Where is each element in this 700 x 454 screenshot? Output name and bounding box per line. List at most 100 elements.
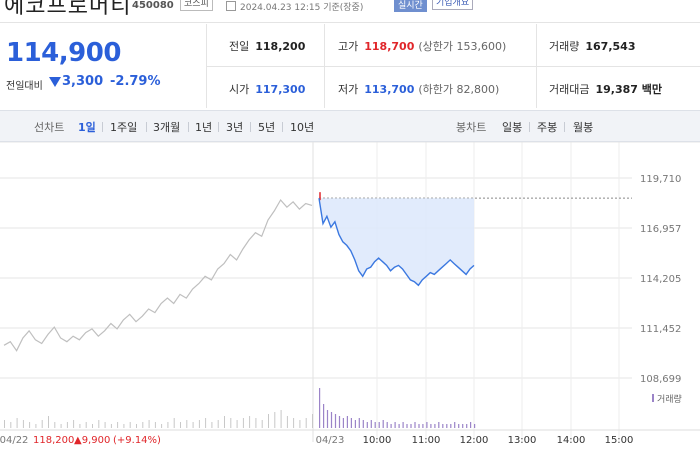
volume-bar-04-23: [422, 424, 424, 428]
calendar-icon: [226, 1, 236, 11]
tab-separator: [146, 122, 147, 132]
volume-bar-04-23: [442, 424, 444, 428]
volume-bar-04-23: [354, 420, 356, 428]
tab-separator: [188, 122, 189, 132]
volume-bar-04-23: [350, 418, 352, 428]
volume-bar-04-22: [154, 422, 156, 428]
volume-bar-04-23: [394, 422, 396, 428]
stat-label: 거래량: [549, 40, 580, 53]
stat-value: 117,300: [255, 83, 306, 96]
price-change: 3,300: [62, 74, 104, 89]
series-line-04-22: [3, 198, 313, 352]
tab-period-3y[interactable]: 3년: [226, 121, 244, 134]
stat-amount: 거래대금 19,387 백만: [549, 81, 662, 97]
volume-bar-04-22: [148, 420, 150, 428]
volume-bar-04-22: [35, 424, 37, 428]
realtime-button[interactable]: 실시간: [394, 0, 427, 12]
volume-bar-04-23: [458, 424, 460, 428]
stat-label: 시가: [229, 83, 250, 96]
volume-bar-04-22: [261, 420, 263, 428]
chart-tab-bar: 선차트 1일 1주일 3개월 1년 3년 5년 10년 봉차트 일봉 주봉 월봉: [0, 110, 700, 142]
tab-period-1y[interactable]: 1년: [195, 121, 213, 134]
tab-period-10y[interactable]: 10년: [290, 121, 315, 134]
stat-value: 118,700: [364, 40, 415, 53]
volume-bar-04-22: [180, 422, 181, 428]
y-tick-label: 116,957: [640, 224, 681, 235]
volume-bar-04-23: [410, 424, 412, 428]
x-tick-label: 15:00: [605, 435, 634, 446]
volume-bar-04-23: [366, 422, 368, 428]
volume-bar-04-22: [60, 424, 62, 428]
volume-bar-04-23: [346, 416, 348, 428]
volume-bar-04-23: [326, 410, 329, 428]
tab-candle-daily[interactable]: 일봉: [502, 121, 523, 134]
volume-bar-04-23: [382, 420, 384, 428]
volume-legend-swatch: [652, 394, 654, 402]
volume-bar-04-22: [205, 418, 207, 428]
stat-volume: 거래량 167,543: [549, 38, 635, 54]
tab-separator: [282, 122, 283, 132]
volume-bar-04-23: [430, 424, 432, 428]
volume-bar-04-22: [142, 422, 144, 428]
volume-bar-04-22: [268, 414, 269, 428]
quote-datetime: 2024.04.23 12:15 기준(장중): [240, 3, 364, 13]
volume-bar-04-22: [136, 424, 137, 428]
volume-bar-04-23: [438, 422, 440, 428]
volume-bar-04-22: [73, 420, 75, 428]
volume-bar-04-22: [286, 416, 288, 428]
volume-bar-04-23: [454, 422, 456, 428]
tab-candle-monthly[interactable]: 월봉: [573, 121, 594, 134]
tab-candle-weekly[interactable]: 주봉: [537, 121, 558, 134]
volume-bar-04-22: [305, 418, 307, 428]
volume-bar-04-23: [378, 422, 380, 428]
stat-subvalue: (하한가 82,800): [418, 83, 500, 96]
volume-bar-04-22: [192, 422, 194, 428]
down-triangle-icon: [49, 77, 61, 87]
volume-bar-04-23: [406, 424, 408, 428]
stat-value: 19,387 백만: [595, 83, 663, 96]
volume-bar-04-23: [338, 416, 341, 428]
volume-bar-04-22: [79, 424, 81, 428]
stat-label: 전일: [229, 40, 250, 53]
volume-bar-04-22: [274, 412, 276, 428]
stat-subvalue: (상한가 153,600): [418, 40, 507, 53]
tab-separator: [564, 122, 565, 132]
volume-bar-04-22: [217, 420, 219, 428]
tab-period-1d[interactable]: 1일: [78, 121, 96, 134]
volume-bar-04-22: [48, 416, 49, 428]
volume-bar-04-23: [418, 424, 420, 428]
volume-bar-04-22: [110, 424, 112, 428]
prev-day-change-percent: (+9.14%): [113, 435, 161, 446]
tab-separator: [250, 122, 251, 132]
stat-label: 저가: [338, 83, 359, 96]
volume-bar-04-23: [466, 424, 468, 428]
volume-bar-04-22: [117, 422, 119, 428]
stat-prev-close: 전일 118,200: [229, 38, 305, 54]
x-tick-label: 14:00: [557, 435, 586, 446]
tab-period-1w[interactable]: 1주일: [110, 121, 138, 134]
volume-bar-04-23: [358, 418, 360, 428]
tab-period-3m[interactable]: 3개월: [153, 121, 181, 134]
y-tick-label: 114,205: [640, 274, 681, 285]
volume-bar-04-23: [402, 422, 404, 428]
y-tick-label: 119,710: [640, 174, 681, 185]
y-tick-label: 111,452: [640, 324, 681, 335]
volume-bar-04-22: [255, 418, 257, 428]
x-tick-label: 04/23: [316, 435, 345, 446]
volume-bar-04-23: [330, 412, 333, 428]
volume-bar-04-23: [386, 422, 388, 428]
volume-bar-04-22: [129, 422, 131, 428]
volume-bar-04-22: [161, 424, 163, 428]
volume-bar-04-22: [293, 418, 295, 428]
tab-period-5y[interactable]: 5년: [258, 121, 276, 134]
x-tick-label: 12:00: [460, 435, 489, 446]
volume-bar-04-22: [224, 416, 225, 428]
volume-bar-04-22: [54, 422, 56, 428]
series-area-04-23: [319, 198, 474, 286]
x-tick-label: 10:00: [363, 435, 392, 446]
volume-bar-04-23: [434, 424, 436, 428]
volume-bar-04-22: [280, 410, 282, 428]
company-overview-button[interactable]: 기업개요: [432, 0, 474, 10]
volume-bar-04-22: [186, 420, 188, 428]
volume-bar-04-23: [374, 422, 376, 428]
